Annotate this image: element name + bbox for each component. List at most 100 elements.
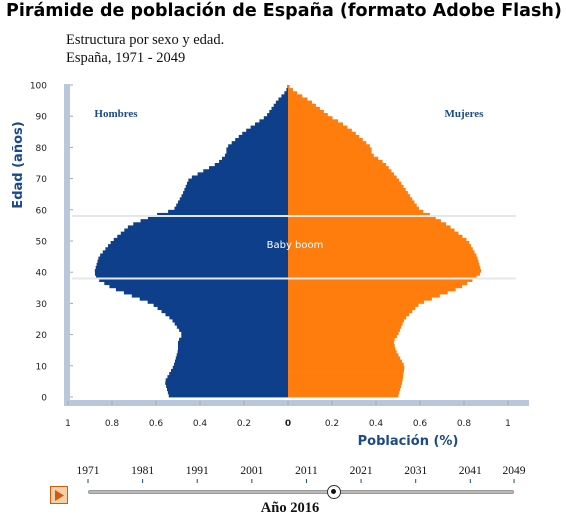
x-tick-label: 0.6 [149,419,164,429]
male-bar-age-12 [175,356,288,360]
x-axis-label: Población (%) [358,434,459,449]
female-bar-age-67 [288,184,404,189]
male-bar-age-4 [165,381,288,385]
female-bar-age-63 [288,197,413,201]
male-bar-age-72 [203,169,288,173]
y-tick-label: 80 [36,144,48,154]
male-bar-age-89 [263,116,288,120]
page-title: Pirámide de población de España (formato… [6,1,562,21]
x-axis-band [64,400,529,406]
timeline-year-label: 2021 [350,465,373,477]
female-bar-age-58 [288,212,430,217]
male-bar-age-46 [102,250,288,254]
male-bar-age-10 [174,362,288,367]
female-bar-age-71 [288,172,395,176]
male-bar-age-64 [181,194,288,198]
male-bar-age-31 [139,297,288,301]
male-bar-age-56 [140,219,288,223]
female-bar-age-83 [288,134,360,139]
female-bar-age-8 [288,368,404,373]
male-bar-age-37 [99,278,289,282]
male-bar-age-71 [197,172,288,176]
legend-hombres: Hombres [94,108,138,120]
female-bar-age-70 [288,175,397,179]
male-bar-age-79 [226,147,288,151]
male-bar-age-77 [224,153,288,158]
male-bar-age-48 [108,244,288,248]
male-bar-age-62 [178,200,288,204]
y-tick-label: 20 [36,331,48,341]
female-bar-age-15 [288,347,396,351]
male-bar-age-41 [95,265,288,270]
year-slider-track[interactable] [88,490,514,494]
female-bar-age-34 [288,287,456,292]
female-bar-age-10 [288,362,404,367]
male-bar-age-24 [172,319,288,323]
female-bar-age-3 [288,384,402,389]
play-button[interactable] [50,486,68,504]
female-bar-age-80 [288,144,370,148]
female-bar-age-72 [288,169,392,173]
female-bar-age-1 [288,390,400,395]
female-bar-age-2 [288,387,401,392]
female-bar-age-51 [288,234,463,239]
play-icon [55,490,64,501]
female-bar-age-90 [288,113,328,117]
male-bar-age-95 [278,97,288,101]
x-tick-label: 0.4 [193,419,208,429]
y-tick-label: 60 [36,206,48,216]
male-bar-age-59 [168,209,288,214]
male-bar-age-13 [176,353,288,357]
female-bar-age-27 [288,309,413,314]
male-bar-age-65 [183,191,288,195]
male-bar-age-84 [242,131,288,136]
male-bar-age-88 [259,119,288,123]
male-bar-age-42 [96,262,288,267]
female-bar-age-9 [288,365,405,370]
female-bar-age-32 [288,294,440,298]
x-tick-label: 0.2 [237,419,251,429]
female-bar-age-54 [288,225,451,229]
female-bar-age-89 [288,116,333,120]
female-bar-age-60 [288,206,419,211]
y-tick-label: 30 [36,300,48,310]
timeline-year-label: 1981 [131,465,154,477]
female-bar-age-42 [288,262,480,267]
male-bar-age-47 [105,247,289,251]
male-bar-age-38 [96,275,288,279]
female-bar-age-57 [288,216,436,220]
female-bar-age-97 [288,91,298,95]
y-tick-label: 10 [36,362,48,372]
female-bar-age-20 [288,331,399,335]
male-bar-age-16 [178,343,288,348]
male-bar-age-27 [161,309,288,314]
timeline-year-label: 1971 [77,465,100,477]
male-bar-age-78 [226,150,288,155]
male-bar-age-97 [284,91,288,95]
x-tick-label: 0.6 [413,419,428,429]
female-bar-age-74 [288,163,387,167]
male-bar-age-63 [179,197,288,201]
female-bar-age-66 [288,187,406,192]
male-bar-age-19 [181,334,288,339]
subtitle-range: España, 1971 - 2049 [66,50,186,66]
male-bar-age-33 [123,290,288,295]
male-bar-age-43 [97,259,288,264]
male-bar-age-99 [287,85,288,89]
female-bar-age-21 [288,328,400,332]
male-bar-age-45 [100,253,289,257]
female-bar-age-52 [288,231,459,236]
male-bar-age-51 [117,234,288,239]
male-bar-age-57 [147,216,288,220]
female-bar-age-61 [288,203,417,208]
male-bar-age-54 [127,225,288,229]
female-bar-age-26 [288,312,410,317]
male-bar-age-17 [178,340,288,345]
female-bar-age-88 [288,119,339,123]
year-slider-thumb[interactable] [326,485,341,499]
female-bar-age-65 [288,191,408,195]
female-bar-age-68 [288,181,402,186]
female-bar-age-64 [288,194,411,198]
male-bar-age-23 [174,322,288,326]
male-bar-age-75 [219,159,288,164]
